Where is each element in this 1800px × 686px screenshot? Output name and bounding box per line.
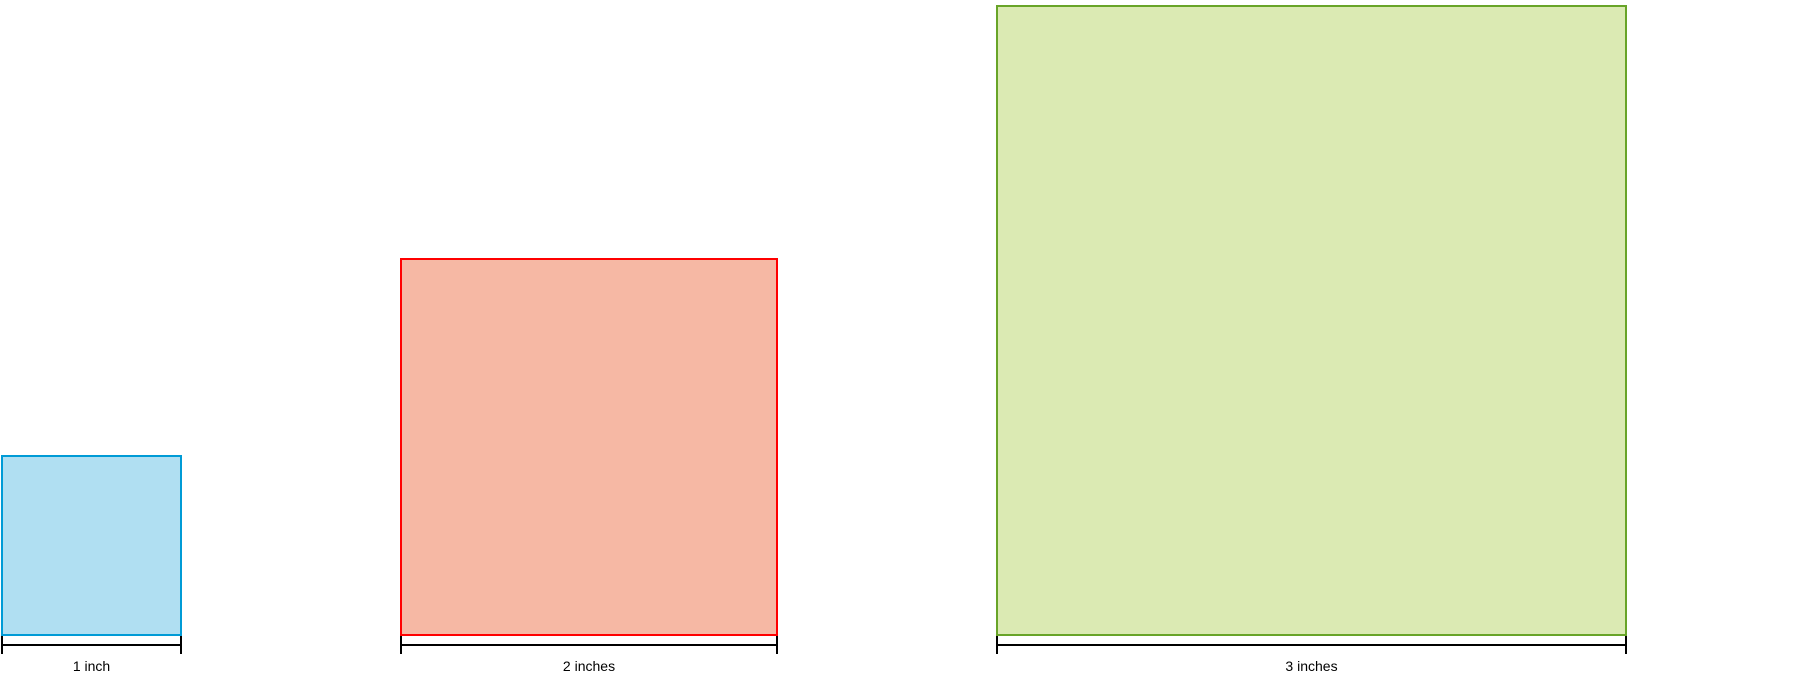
- large-square-tick-left: [996, 636, 998, 654]
- medium-square: [400, 258, 778, 636]
- large-square-caption: 3 inches: [996, 658, 1627, 674]
- large-square: [996, 5, 1627, 636]
- diagram-canvas: 1 inch 2 inches 3 inches: [0, 0, 1800, 686]
- small-square-tick-left: [1, 636, 3, 654]
- large-square-tick-right: [1625, 636, 1627, 654]
- medium-square-ruler: [400, 644, 778, 646]
- medium-square-caption: 2 inches: [400, 658, 778, 674]
- small-square-tick-right: [180, 636, 182, 654]
- small-square-caption: 1 inch: [1, 658, 182, 674]
- large-square-ruler: [996, 644, 1627, 646]
- small-square-ruler: [1, 644, 182, 646]
- medium-square-tick-right: [776, 636, 778, 654]
- medium-square-tick-left: [400, 636, 402, 654]
- small-square: [1, 455, 182, 636]
